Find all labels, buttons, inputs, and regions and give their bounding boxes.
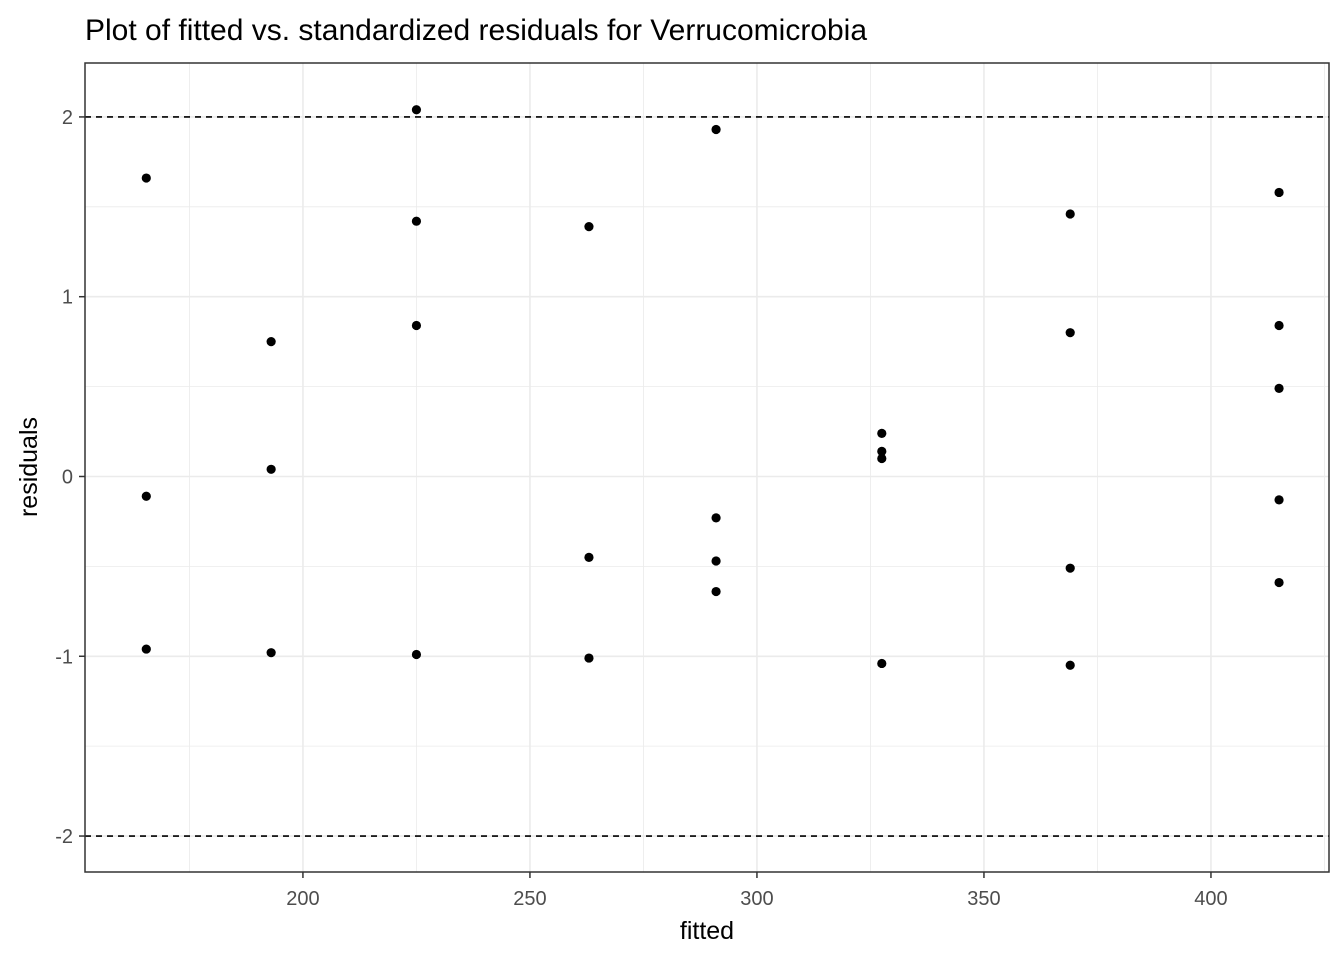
data-point xyxy=(711,513,721,523)
chart-title: Plot of fitted vs. standardized residual… xyxy=(85,14,867,47)
x-axis-title: fitted xyxy=(680,917,734,945)
data-point xyxy=(1274,187,1284,198)
data-point xyxy=(877,658,887,669)
data-point xyxy=(141,173,151,183)
data-point xyxy=(411,216,422,226)
data-point xyxy=(411,105,422,115)
data-points xyxy=(141,105,1284,670)
data-point xyxy=(584,653,594,663)
x-tick-label: 200 xyxy=(286,888,319,910)
data-point xyxy=(411,320,422,331)
y-tick-label: 1 xyxy=(62,287,73,309)
data-point xyxy=(266,648,276,658)
data-point xyxy=(1274,577,1284,588)
x-tick-label: 300 xyxy=(740,888,773,910)
y-axis-ticks: -2 -1 0 1 2 xyxy=(55,107,85,848)
x-tick-label: 350 xyxy=(967,888,1000,910)
x-tick-label: 400 xyxy=(1194,888,1227,910)
y-axis-title: residuals xyxy=(15,417,43,517)
major-gridlines xyxy=(85,63,1329,872)
data-point xyxy=(877,446,887,456)
data-point xyxy=(711,556,721,566)
data-point xyxy=(1065,209,1075,219)
data-point xyxy=(711,124,721,135)
reference-lines xyxy=(85,116,1329,837)
panel-border xyxy=(84,62,1330,873)
data-point xyxy=(1274,320,1284,331)
data-point xyxy=(141,491,151,501)
x-tick-label: 250 xyxy=(513,888,546,910)
data-point xyxy=(877,428,887,438)
y-tick-label: -1 xyxy=(55,646,73,668)
data-point xyxy=(411,649,422,660)
y-tick-label: -2 xyxy=(55,826,73,848)
data-point xyxy=(711,586,721,597)
y-tick-label: 0 xyxy=(62,466,73,488)
data-point xyxy=(266,464,276,474)
data-point xyxy=(1065,660,1075,670)
data-point xyxy=(1274,383,1284,393)
data-point xyxy=(584,221,594,232)
data-point xyxy=(1065,328,1075,338)
data-point xyxy=(1274,495,1284,505)
data-point xyxy=(584,552,594,562)
minor-gridlines xyxy=(85,63,1329,872)
data-point xyxy=(141,644,151,654)
x-axis-ticks: 200 250 300 350 400 xyxy=(286,872,1228,910)
data-point xyxy=(877,453,887,464)
data-point xyxy=(1065,563,1075,573)
data-point xyxy=(266,337,276,347)
y-tick-label: 2 xyxy=(62,107,73,129)
